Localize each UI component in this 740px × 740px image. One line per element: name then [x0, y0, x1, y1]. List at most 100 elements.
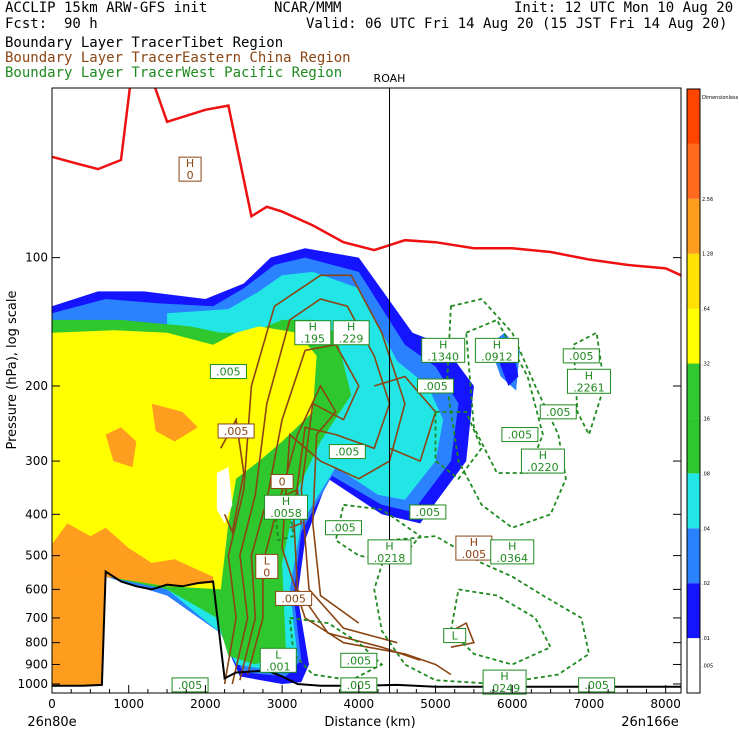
annotation-box	[562, 348, 600, 364]
annotation-14: H.0220	[520, 448, 565, 474]
colorbar-label-7: .32	[702, 362, 710, 368]
annotation-value: 0	[187, 169, 194, 182]
west-pacific-contour-7	[288, 616, 384, 682]
annotation-7: .005	[562, 348, 600, 364]
annotation-24: L	[443, 628, 467, 644]
tibet-fill-orange-strip2	[151, 403, 198, 442]
annotation-value: 0	[279, 475, 286, 488]
terrain-line	[52, 569, 681, 688]
annotation-5: H.1340	[421, 337, 466, 363]
y-tick-label-3: 300	[25, 454, 48, 468]
annotation-box	[539, 404, 577, 420]
colorbar-label-8: .64	[702, 307, 710, 313]
annotation-18: .005	[324, 520, 362, 536]
annotation-value: .0220	[527, 461, 559, 474]
annotation-type: H	[385, 540, 393, 553]
x-tick-label-5: 4000	[344, 697, 375, 711]
colorbar-frame	[686, 88, 701, 694]
annotation-box	[417, 378, 455, 394]
x-axis-label: Distance (km)	[324, 715, 415, 730]
annotation-value: .005	[281, 592, 306, 605]
marker-label: ROAH	[374, 72, 406, 85]
annotation-value: .0058	[270, 507, 302, 520]
colorbar-segment-9	[687, 198, 700, 254]
x-tick-label-1: 0	[48, 697, 56, 711]
tropopause-line	[52, 88, 681, 277]
annotation-box	[263, 494, 308, 520]
x-tick-label-9: 8000	[650, 697, 681, 711]
legend-pacific-region: West Pacific Region	[182, 65, 343, 81]
annotation-4: .005	[209, 364, 247, 380]
annotation-value: .005	[546, 406, 571, 419]
valid-time: Valid: 06 UTC Fri 14 Aug 20 (15 JST Fri …	[306, 16, 728, 32]
x-tick-label-7: 6000	[497, 697, 528, 711]
annotation-type: H	[508, 540, 516, 553]
annotation-11: .005	[217, 423, 255, 439]
annotation-value: .005	[331, 522, 356, 535]
eastern-china-contour-1	[223, 274, 452, 685]
annotation-value: .005	[335, 446, 360, 459]
annotation-13: .005	[328, 444, 366, 460]
colorbar-label-2: .01	[702, 636, 710, 642]
annotation-box	[340, 652, 378, 668]
y-tick-label-9: 900	[25, 657, 48, 671]
colorbar-label-6: .16	[702, 416, 710, 422]
org-label: NCAR/MMM	[274, 0, 342, 16]
annotation-value: .005	[416, 506, 441, 519]
colorbar-segment-7	[687, 308, 700, 364]
eastern-china-contour-3	[239, 343, 398, 681]
annotation-28: H.0249	[482, 669, 527, 695]
annotation-box	[328, 444, 366, 460]
colorbar-label-4: .04	[702, 526, 710, 532]
annotation-type: H	[585, 369, 593, 382]
colorbar-segment-4	[687, 473, 700, 529]
annotation-15: 0	[270, 473, 294, 489]
annotation-value: .005	[216, 366, 241, 379]
legend-tibet-region: Tibet Region	[182, 35, 284, 51]
annotation-value: .005	[584, 679, 609, 692]
annotation-value: .005	[347, 654, 372, 667]
annotation-23: .005	[275, 590, 313, 606]
annotation-box	[217, 423, 255, 439]
annotation-box	[367, 539, 412, 565]
annotation-value: .005	[569, 350, 594, 363]
colorbar-segment-5	[687, 418, 700, 474]
colorbar-segment-8	[687, 253, 700, 309]
annotation-value: .005	[423, 380, 448, 393]
annotation-box	[578, 677, 616, 693]
annotation-box	[566, 368, 611, 394]
tibet-fill-orange	[52, 523, 214, 587]
annotation-box	[490, 539, 535, 565]
end-location: 26n166e	[621, 715, 679, 730]
annotation-value: .0912	[481, 350, 513, 363]
tibet-fill-hole	[216, 467, 233, 524]
colorbar-segment-6	[687, 363, 700, 419]
annotation-box	[332, 320, 370, 346]
annotation-value: .229	[339, 333, 364, 346]
colorbar-label-11: Dimensionless	[702, 95, 739, 101]
annotation-6: H.0912	[474, 337, 519, 363]
y-tick-label-5: 500	[25, 549, 48, 563]
annotation-box	[324, 520, 362, 536]
x-tick-label-3: 2000	[190, 697, 221, 711]
x-tick-label-6: 5000	[420, 697, 451, 711]
annotation-type: H	[309, 321, 317, 334]
colorbar-label-3: .02	[702, 581, 710, 587]
annotation-box	[259, 647, 297, 673]
annotation-30: .005	[578, 677, 616, 693]
y-tick-label-7: 700	[25, 611, 48, 625]
annotation-2: H.195	[294, 320, 332, 346]
fcst-value: 90 h	[64, 16, 98, 32]
annotation-type: L	[275, 648, 282, 661]
annotation-type: H	[500, 670, 508, 683]
annotation-value: .1340	[427, 350, 459, 363]
colorbar-segment-10	[687, 143, 700, 199]
x-tick-label-2: 1000	[113, 697, 144, 711]
colorbar-label-1: .005	[702, 664, 713, 670]
eastern-china-contour-4	[246, 384, 360, 675]
annotation-value: .0218	[374, 552, 406, 565]
annotation-type: H	[439, 338, 447, 351]
annotation-box	[171, 677, 209, 693]
annotation-value: L	[452, 630, 459, 643]
